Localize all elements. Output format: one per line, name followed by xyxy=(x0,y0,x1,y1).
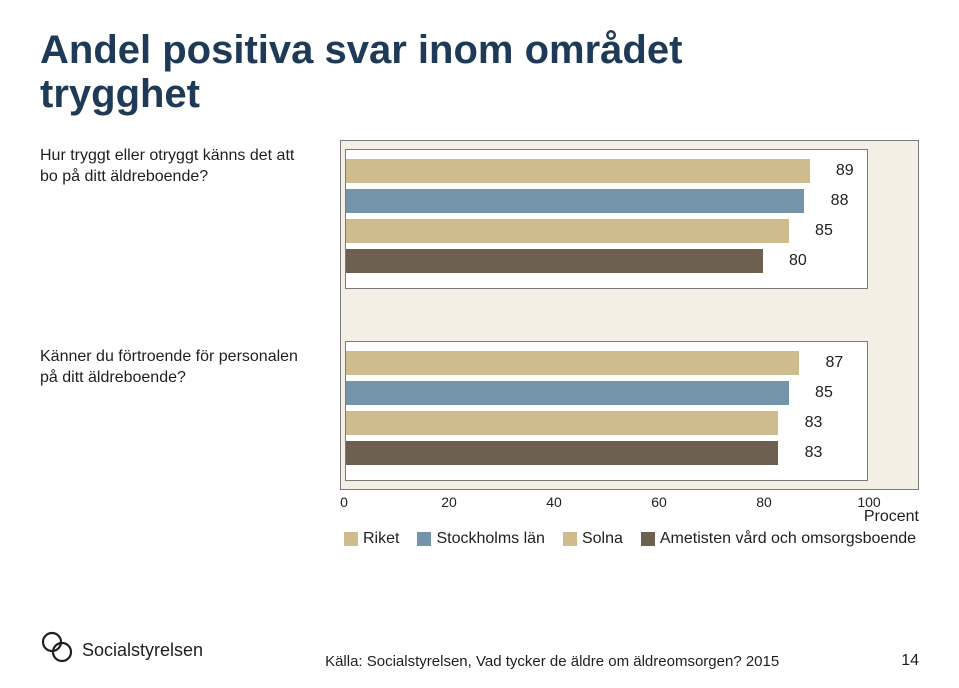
bar-fill: 85 xyxy=(346,381,789,405)
bar: 87 xyxy=(346,348,867,378)
legend-swatch xyxy=(641,532,655,546)
logo-icon xyxy=(40,630,74,670)
bar: 85 xyxy=(346,216,867,246)
question-1: Hur tryggt eller otryggt känns det att b… xyxy=(40,140,320,301)
legend-swatch xyxy=(417,532,431,546)
legend-item: Riket xyxy=(344,530,399,548)
chart-panel: 8988858087858383 xyxy=(340,140,919,490)
logo-text: Socialstyrelsen xyxy=(82,640,203,661)
title-line1: Andel positiva svar inom området xyxy=(40,28,682,72)
legend-item: Stockholms län xyxy=(417,530,545,548)
bar-value: 85 xyxy=(815,381,833,405)
bar: 80 xyxy=(346,246,867,276)
bar-value: 83 xyxy=(805,411,823,435)
legend-label: Ametisten vård och omsorgsboende xyxy=(660,530,916,547)
legend-swatch xyxy=(344,532,358,546)
bar-value: 85 xyxy=(815,219,833,243)
plot-group-1: 89888580 xyxy=(345,149,868,289)
bar-fill: 83 xyxy=(346,441,778,465)
bar-fill: 80 xyxy=(346,249,763,273)
page-title: Andel positiva svar inom området trygghe… xyxy=(40,28,919,116)
axis-tick: 60 xyxy=(651,494,667,510)
legend-label: Riket xyxy=(363,530,399,547)
legend-label: Solna xyxy=(582,530,623,547)
question-2: Känner du förtroende för personalen på d… xyxy=(40,341,320,502)
bar-value: 89 xyxy=(836,159,854,183)
bar-value: 87 xyxy=(825,351,843,375)
bar-fill: 88 xyxy=(346,189,804,213)
bar: 83 xyxy=(346,438,867,468)
logo: Socialstyrelsen xyxy=(40,630,203,670)
title-line2: trygghet xyxy=(40,72,200,116)
axis-tick: 40 xyxy=(546,494,562,510)
bar: 85 xyxy=(346,378,867,408)
bar-fill: 87 xyxy=(346,351,799,375)
axis-tick: 0 xyxy=(340,494,348,510)
bar: 88 xyxy=(346,186,867,216)
legend-label: Stockholms län xyxy=(436,530,545,547)
bar: 89 xyxy=(346,156,867,186)
source-text: Källa: Socialstyrelsen, Vad tycker de äl… xyxy=(325,653,779,670)
question-labels: Hur tryggt eller otryggt känns det att b… xyxy=(40,140,320,502)
legend-item: Ametisten vård och omsorgsboende xyxy=(641,530,916,548)
bar: 83 xyxy=(346,408,867,438)
plot-group-2: 87 85 83 83 xyxy=(345,341,868,481)
x-axis: 020406080100 xyxy=(344,494,869,516)
legend-item: Solna xyxy=(563,530,623,548)
axis-label-procent: Procent xyxy=(864,508,919,526)
chart: 8988858087858383 020406080100 RiketStock… xyxy=(340,140,919,548)
legend: Riket Stockholms län Solna Ametisten vård o… xyxy=(344,530,919,548)
bar-value: 80 xyxy=(789,249,807,273)
bar-fill: 83 xyxy=(346,411,778,435)
page-number: 14 xyxy=(901,652,919,670)
content-area: Hur tryggt eller otryggt känns det att b… xyxy=(40,140,919,548)
axis-tick: 80 xyxy=(756,494,772,510)
bar-fill: 85 xyxy=(346,219,789,243)
bar-value: 83 xyxy=(805,441,823,465)
axis-tick: 20 xyxy=(441,494,457,510)
bar-fill: 89 xyxy=(346,159,810,183)
footer: Socialstyrelsen Källa: Socialstyrelsen, … xyxy=(40,630,919,670)
bar-value: 88 xyxy=(831,189,849,213)
legend-swatch xyxy=(563,532,577,546)
